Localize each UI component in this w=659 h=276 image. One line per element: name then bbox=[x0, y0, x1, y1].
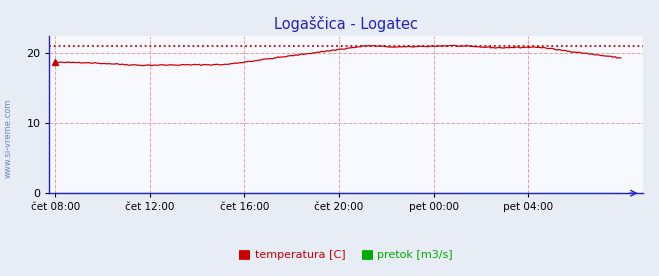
Title: Logaščica - Logatec: Logaščica - Logatec bbox=[274, 16, 418, 32]
Legend: temperatura [C], pretok [m3/s]: temperatura [C], pretok [m3/s] bbox=[235, 246, 457, 265]
Text: www.si-vreme.com: www.si-vreme.com bbox=[4, 98, 13, 178]
